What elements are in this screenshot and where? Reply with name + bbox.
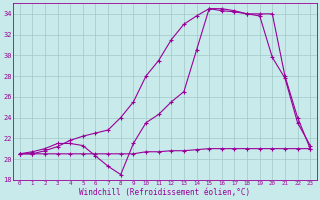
X-axis label: Windchill (Refroidissement éolien,°C): Windchill (Refroidissement éolien,°C) xyxy=(79,188,251,197)
